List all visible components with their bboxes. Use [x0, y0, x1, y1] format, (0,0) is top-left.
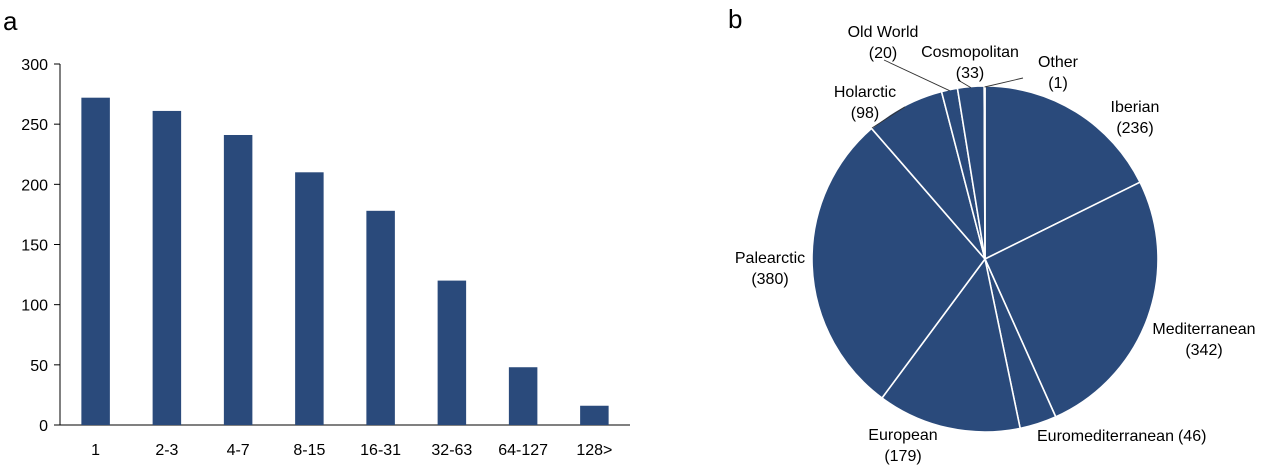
pie-chart-panel: b Iberian (236) Mediterranean (342) Euromedi… [728, 4, 1256, 465]
y-tick-label: 150 [21, 238, 48, 255]
x-tick-label: 8-15 [293, 442, 325, 459]
leader-line [883, 59, 950, 92]
slice-value: (33) [956, 65, 984, 82]
slice-name: Old World [848, 24, 919, 41]
slice-value: (1) [1048, 75, 1068, 92]
x-ticks: 1 2-3 4-7 8-15 16-31 32-63 64-127 128> [91, 442, 612, 459]
leader-line [984, 77, 1024, 88]
slice-name: Other [1038, 54, 1079, 71]
leader-line [871, 106, 906, 129]
pie-slice [984, 85, 1141, 260]
pie-slices [811, 85, 1159, 433]
slice-value: (236) [1116, 120, 1153, 137]
slice-value: (98) [851, 105, 879, 122]
slice-label: Cosmopolitan (33) [921, 44, 1019, 82]
x-tick-label: 4-7 [227, 442, 250, 459]
slice-value: (20) [869, 45, 897, 62]
bar [223, 134, 253, 425]
bar [437, 280, 467, 425]
leader-lines [871, 59, 1024, 129]
slice-label: Holarctic (98) [834, 84, 896, 122]
y-tick-label: 300 [21, 57, 48, 74]
bar [580, 405, 609, 425]
slice-label: European (179) [868, 427, 937, 465]
x-tick-label: 128> [576, 442, 612, 459]
leader-line [957, 79, 972, 88]
bar [366, 210, 395, 425]
panel-label-b: b [728, 4, 742, 34]
slice-name: European [868, 427, 937, 444]
slice-labels: Iberian (236) Mediterranean (342) Euromedite… [735, 24, 1256, 465]
slice-value: (179) [884, 448, 921, 465]
y-tick-label: 200 [21, 177, 48, 194]
slice-label: Palearctic (380) [735, 250, 805, 288]
bar [295, 172, 324, 425]
slice-label: Mediterranean (342) [1152, 321, 1255, 359]
slice-name: Palearctic [735, 250, 805, 267]
bar [81, 97, 110, 426]
bar-chart-panel: a 0 50 100 150 200 250 300 1 2-3 4-7 8-15 16-31 32-… [3, 6, 630, 459]
slice-name: Euromediterranean [1037, 428, 1174, 445]
pie-slice [881, 258, 1021, 433]
y-tick-label: 50 [30, 358, 48, 375]
pie-slice [984, 181, 1159, 418]
pie-slice [811, 127, 986, 399]
x-tick-label: 1 [91, 442, 100, 459]
bar [508, 367, 538, 425]
slice-label: Iberian (236) [1111, 99, 1160, 137]
x-tick-label: 64-127 [498, 442, 548, 459]
slice-name: Holarctic [834, 84, 896, 101]
slice-label: Other (1) [1038, 54, 1079, 92]
slice-name: Cosmopolitan [921, 44, 1019, 61]
slice-value: (46) [1178, 428, 1206, 445]
bars [81, 97, 609, 426]
bar [152, 110, 182, 426]
y-tick-label: 0 [39, 418, 48, 435]
y-ticks: 0 50 100 150 200 250 300 [21, 57, 60, 435]
pie-slice [983, 85, 986, 260]
y-tick-label: 250 [21, 117, 48, 134]
x-tick-label: 16-31 [360, 442, 401, 459]
slice-value: (380) [751, 271, 788, 288]
slice-name: Mediterranean [1152, 321, 1255, 338]
panel-label-a: a [3, 6, 18, 36]
slice-label: Old World (20) [848, 24, 919, 62]
slice-label: Euromediterranean (46) [1037, 428, 1206, 445]
x-tick-label: 32-63 [431, 442, 472, 459]
slice-name: Iberian [1111, 99, 1160, 116]
slice-value: (342) [1185, 342, 1222, 359]
x-tick-label: 2-3 [155, 442, 178, 459]
y-tick-label: 100 [21, 298, 48, 315]
